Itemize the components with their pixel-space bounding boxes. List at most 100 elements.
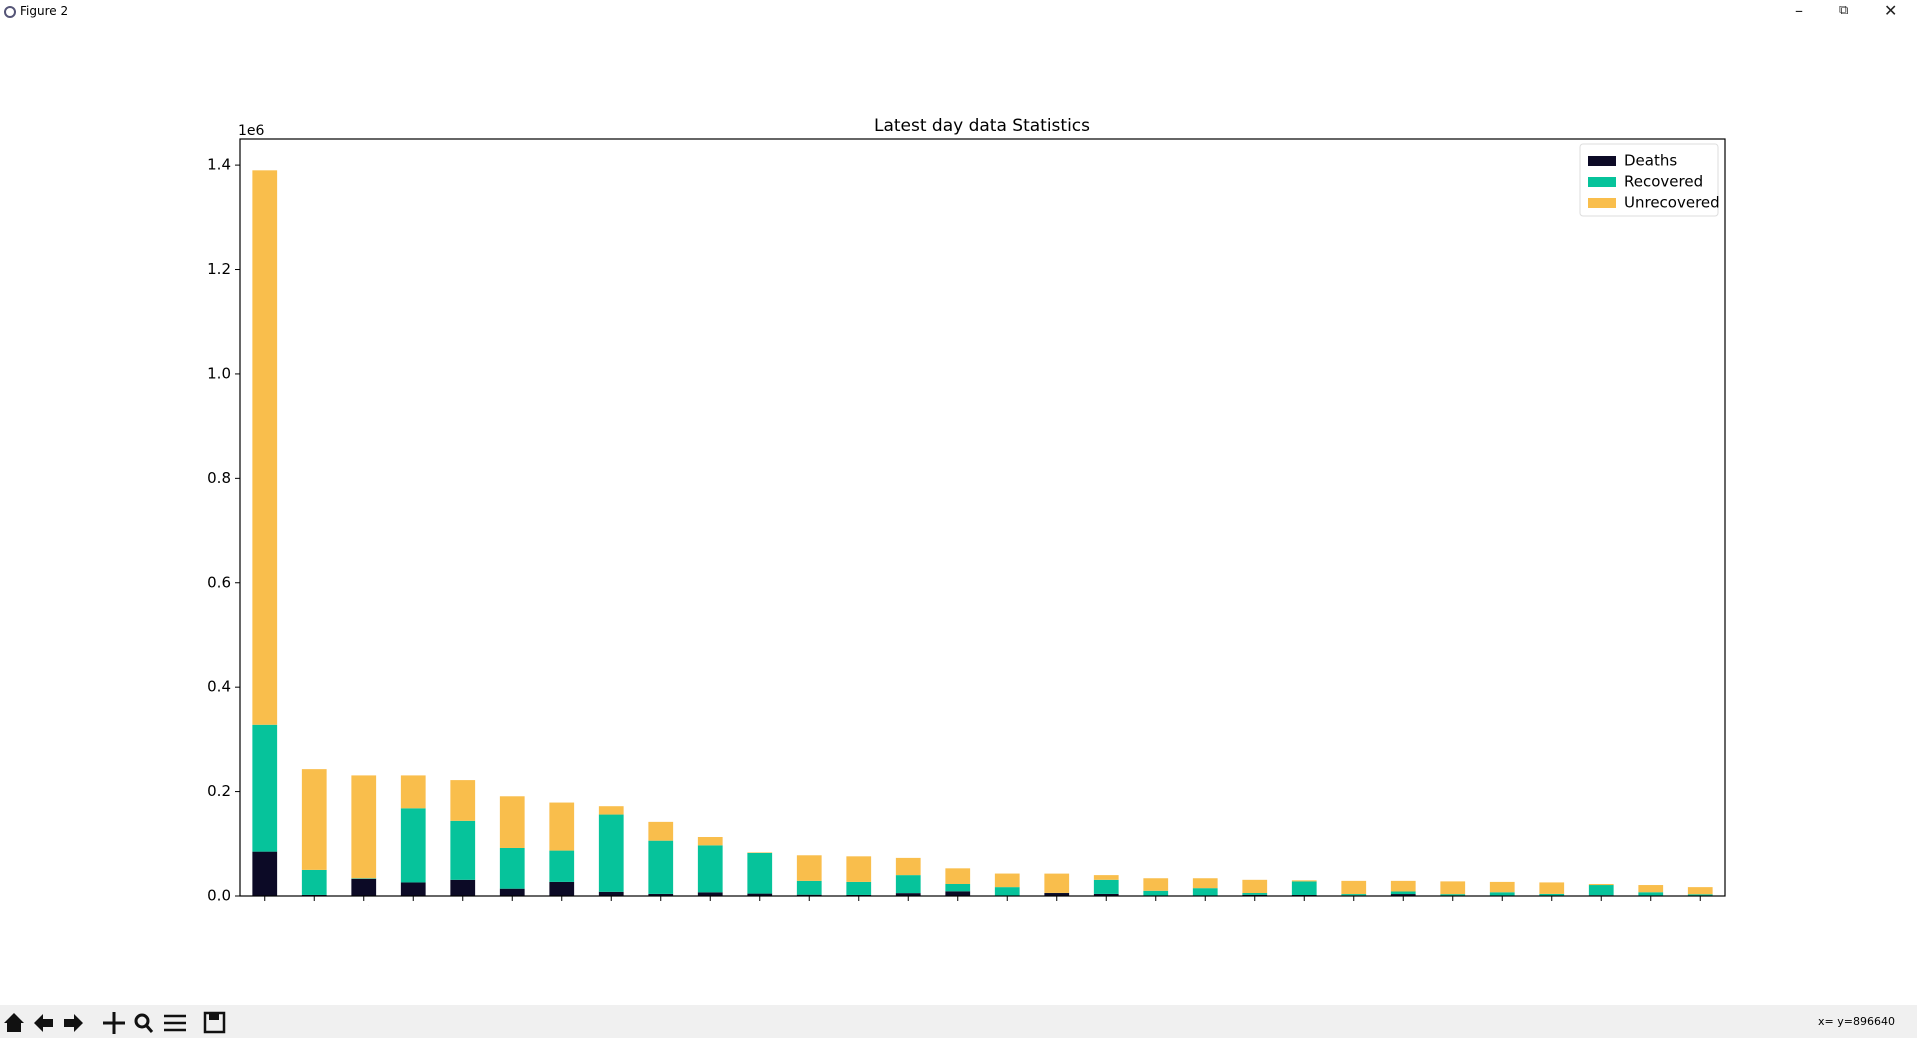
x-tick-label: Mexico bbox=[1097, 906, 1115, 958]
x-tick-label: Peru bbox=[849, 906, 867, 939]
bar-segment bbox=[1391, 881, 1416, 892]
y-tick-label: 1.4 bbox=[207, 156, 231, 174]
bar-segment bbox=[698, 845, 723, 892]
x-tick-label: Netherlands bbox=[1047, 906, 1065, 998]
bar-segment bbox=[252, 852, 277, 896]
app-icon bbox=[3, 5, 17, 19]
back-button[interactable] bbox=[34, 1014, 53, 1032]
bar-segment bbox=[1292, 881, 1317, 895]
bar-segment bbox=[995, 887, 1020, 896]
restore-button[interactable]: ⧉ bbox=[1839, 3, 1848, 18]
x-tick-label: Sweden bbox=[1394, 906, 1412, 965]
bar-segment bbox=[252, 725, 277, 852]
toolbar: x= y=896640 bbox=[0, 1005, 1917, 1038]
x-tick-label: Ireland bbox=[1592, 906, 1610, 958]
bar-segment bbox=[1539, 882, 1564, 893]
bar-segment bbox=[549, 851, 574, 882]
save-button[interactable] bbox=[205, 1013, 224, 1032]
x-tick-label: Brazil bbox=[503, 906, 521, 948]
x-tick-label: Singapore bbox=[1542, 906, 1560, 982]
bar-segment bbox=[1490, 892, 1515, 896]
bar-segment bbox=[1341, 894, 1366, 895]
status-text: x= y=896640 bbox=[1818, 1015, 1895, 1028]
bar-segment bbox=[945, 884, 970, 891]
toolbar-icons bbox=[0, 1005, 240, 1038]
y-tick-label: 0.2 bbox=[207, 782, 231, 800]
bar-segment bbox=[1589, 884, 1614, 885]
bar-segment bbox=[846, 882, 871, 895]
x-tick-label: Spain bbox=[404, 906, 422, 948]
bar-segment bbox=[797, 855, 822, 881]
x-tick-label: Chile bbox=[1196, 906, 1214, 944]
x-tick-label: Saudi Arabia bbox=[998, 906, 1016, 1001]
y-tick-label: 0.8 bbox=[207, 469, 231, 487]
bar-segment bbox=[549, 803, 574, 851]
zoom-button[interactable] bbox=[136, 1015, 152, 1032]
bar-segment bbox=[747, 852, 772, 853]
bar-segment bbox=[549, 882, 574, 896]
bar-segment bbox=[896, 858, 921, 875]
home-button[interactable] bbox=[4, 1013, 24, 1032]
bar-segment bbox=[747, 853, 772, 894]
bar-segment bbox=[945, 891, 970, 896]
bar-segment bbox=[945, 868, 970, 884]
y-tick-label: 0.0 bbox=[207, 887, 231, 905]
bar-segment bbox=[1094, 880, 1119, 894]
bar-segment bbox=[450, 880, 475, 896]
bar-segment bbox=[401, 808, 426, 882]
y-tick-label: 1.0 bbox=[207, 364, 231, 382]
x-tick-label: Canada bbox=[899, 906, 917, 963]
bar-segment bbox=[1638, 892, 1663, 896]
bar-segment bbox=[1341, 881, 1366, 894]
bar-segment bbox=[351, 878, 376, 879]
bar-segment bbox=[252, 170, 277, 724]
bar-segment bbox=[1193, 888, 1218, 896]
bar-segment bbox=[450, 780, 475, 821]
pan-button[interactable] bbox=[103, 1012, 125, 1034]
x-tick-label: France bbox=[552, 906, 570, 956]
x-tick-label: Iran bbox=[701, 906, 719, 935]
y-tick-label: 1.2 bbox=[207, 260, 231, 278]
x-tick-label: Germany bbox=[602, 906, 620, 975]
bar-segment bbox=[599, 892, 624, 896]
close-button[interactable]: ✕ bbox=[1884, 1, 1897, 20]
x-tick-label: Portugal bbox=[1344, 906, 1362, 968]
bar-segment bbox=[846, 856, 871, 882]
legend-swatch bbox=[1588, 198, 1616, 208]
bar-segment bbox=[698, 837, 723, 845]
chart: Latest day data Statistics 1e6 0.00.20.4… bbox=[0, 24, 1917, 1005]
bar-segment bbox=[401, 882, 426, 896]
x-tick-label: Bangladesh bbox=[1691, 906, 1709, 994]
bar-segment bbox=[1143, 878, 1168, 891]
bar-segment bbox=[599, 815, 624, 892]
x-tick-label: Belarus bbox=[1493, 906, 1511, 963]
bar-segment bbox=[450, 821, 475, 880]
bar-segment bbox=[1391, 892, 1416, 895]
x-tick-label: Italy bbox=[453, 906, 471, 939]
bar-segment bbox=[648, 841, 673, 894]
configure-button[interactable] bbox=[164, 1016, 186, 1030]
bar-segment bbox=[648, 822, 673, 841]
bar-segment bbox=[401, 775, 426, 808]
y-tick-label: 0.6 bbox=[207, 573, 231, 591]
x-tick-label: Belgium bbox=[948, 906, 966, 968]
x-tick-label: Pakistan bbox=[1146, 906, 1164, 969]
x-tick-label: Qatar bbox=[1443, 905, 1461, 948]
x-tick-label: United Arab Emirates bbox=[1641, 906, 1659, 1005]
bar-segment bbox=[351, 775, 376, 878]
bar-segment bbox=[351, 879, 376, 896]
bar-segment bbox=[500, 848, 525, 889]
bar-segment bbox=[500, 796, 525, 848]
legend-swatch bbox=[1588, 177, 1616, 187]
forward-button[interactable] bbox=[64, 1014, 83, 1032]
y-offset-label: 1e6 bbox=[238, 123, 265, 139]
bar-segment bbox=[302, 870, 327, 895]
bar-segment bbox=[1490, 882, 1515, 892]
x-tick-label: US bbox=[255, 906, 273, 927]
legend-swatch bbox=[1588, 156, 1616, 166]
bar-segment bbox=[1589, 885, 1614, 895]
x-tick-label: India bbox=[800, 906, 818, 943]
bar-segment bbox=[896, 875, 921, 893]
minimize-button[interactable]: – bbox=[1795, 1, 1803, 20]
